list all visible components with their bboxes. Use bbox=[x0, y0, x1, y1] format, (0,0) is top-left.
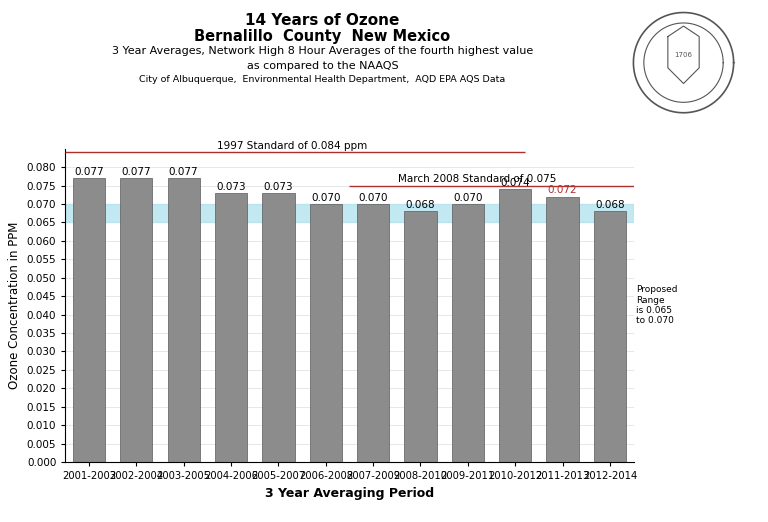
Text: 0.077: 0.077 bbox=[74, 167, 104, 177]
Text: 0.073: 0.073 bbox=[217, 182, 246, 192]
Bar bbox=[263, 193, 294, 462]
Text: 3 Year Averages, Network High 8 Hour Averages of the fourth highest value: 3 Year Averages, Network High 8 Hour Ave… bbox=[112, 46, 533, 56]
Text: Bernalillo  County  New Mexico: Bernalillo County New Mexico bbox=[194, 29, 451, 44]
Text: 14 Years of Ozone: 14 Years of Ozone bbox=[245, 13, 400, 28]
Text: March 2008 Standard of 0.075: March 2008 Standard of 0.075 bbox=[398, 174, 557, 184]
Bar bbox=[594, 211, 626, 462]
Text: 0.072: 0.072 bbox=[548, 185, 578, 195]
Bar bbox=[547, 197, 578, 462]
Bar bbox=[499, 189, 531, 462]
Bar bbox=[167, 178, 200, 462]
Text: 0.070: 0.070 bbox=[359, 193, 388, 203]
Text: 1997 Standard of 0.084 ppm: 1997 Standard of 0.084 ppm bbox=[217, 141, 368, 151]
Text: 0.068: 0.068 bbox=[595, 200, 624, 210]
Text: 0.077: 0.077 bbox=[121, 167, 151, 177]
Bar bbox=[357, 204, 389, 462]
Text: 0.070: 0.070 bbox=[453, 193, 482, 203]
Text: 0.077: 0.077 bbox=[169, 167, 198, 177]
Bar bbox=[73, 178, 105, 462]
Text: as compared to the NAAQS: as compared to the NAAQS bbox=[247, 61, 399, 70]
Bar bbox=[452, 204, 484, 462]
Bar bbox=[65, 204, 634, 222]
Text: 0.073: 0.073 bbox=[263, 182, 293, 192]
Text: Proposed
Range
is 0.065
to 0.070: Proposed Range is 0.065 to 0.070 bbox=[636, 285, 677, 326]
Text: 0.068: 0.068 bbox=[406, 200, 435, 210]
Text: 0.070: 0.070 bbox=[311, 193, 340, 203]
Text: 0.074: 0.074 bbox=[501, 178, 530, 188]
Y-axis label: Ozone Concentration in PPM: Ozone Concentration in PPM bbox=[8, 222, 21, 389]
Bar bbox=[310, 204, 342, 462]
Bar bbox=[215, 193, 247, 462]
Text: City of Albuquerque,  Environmental Health Department,  AQD EPA AQS Data: City of Albuquerque, Environmental Healt… bbox=[140, 75, 505, 84]
Bar bbox=[405, 211, 436, 462]
Bar bbox=[121, 178, 152, 462]
X-axis label: 3 Year Averaging Period: 3 Year Averaging Period bbox=[265, 487, 434, 500]
Text: 1706: 1706 bbox=[674, 52, 693, 58]
